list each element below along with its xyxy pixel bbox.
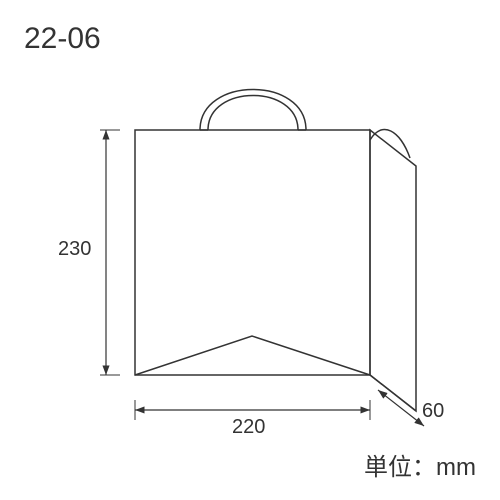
depth-dimension-arrow <box>378 390 424 426</box>
height-label: 230 <box>58 238 91 261</box>
depth-label: 60 <box>422 400 444 423</box>
bag-side-face <box>370 130 416 411</box>
width-label: 220 <box>232 416 265 439</box>
bag-diagram: 230 220 60 <box>60 50 460 450</box>
bag-handle-icon <box>200 90 306 131</box>
bag-front-face <box>135 130 370 375</box>
bag-bottom-fold <box>135 336 370 375</box>
unit-label: 単位：mm <box>364 447 476 482</box>
